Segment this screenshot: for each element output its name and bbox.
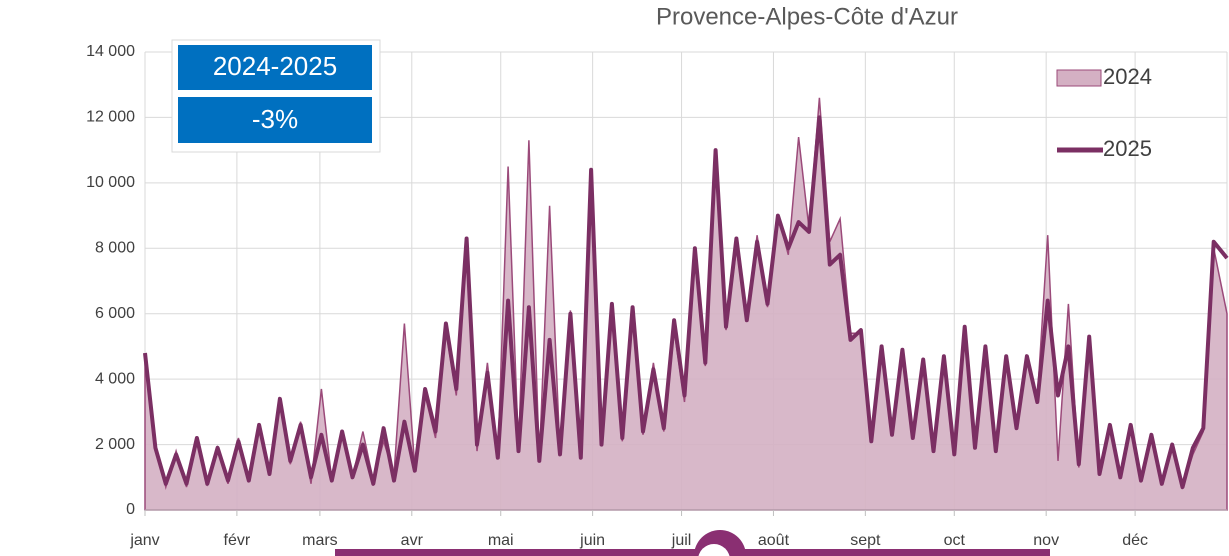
plot: [143, 97, 1229, 511]
y-tick-label: 0: [126, 501, 135, 518]
x-tick-label: janv: [129, 532, 159, 549]
legend-swatch: [1056, 69, 1102, 87]
y-tick-label: 2 000: [95, 436, 135, 453]
footer-band: [335, 549, 1050, 556]
x-tick-label: déc: [1122, 532, 1148, 549]
x-tick-label: mai: [488, 532, 514, 549]
annotation-box: [178, 45, 372, 90]
x-tick-label: oct: [944, 532, 966, 549]
x-tick-label: juil: [671, 532, 692, 549]
axes: 0 2 000 4 000 6 000 8 000 10 000 12 000 14 000 j…: [86, 43, 1227, 549]
annotation-box: [178, 97, 372, 143]
x-tick-label: avr: [401, 532, 424, 549]
annotation: 2024-2025: [213, 51, 337, 81]
legend: 2024 2025: [1056, 64, 1152, 161]
annotation: -3%: [252, 104, 298, 134]
x-tick-label: févr: [224, 532, 251, 549]
legend-label: 2024: [1103, 64, 1152, 89]
y-tick-label: 4 000: [95, 370, 135, 387]
y-tick-label: 6 000: [95, 305, 135, 322]
y-tick-label: 8 000: [95, 240, 135, 257]
y-tick-label: 14 000: [86, 43, 135, 60]
legend-label: 2025: [1103, 136, 1152, 161]
x-tick-label: août: [758, 532, 790, 549]
x-tick-label: mars: [302, 532, 338, 549]
x-tick-label: sept: [850, 532, 881, 549]
y-tick-label: 10 000: [86, 174, 135, 191]
x-tick-label: nov: [1033, 532, 1059, 549]
x-tick-label: juin: [579, 532, 605, 549]
chart-title: Provence-Alpes-Côte d'Azur: [656, 3, 958, 30]
y-tick-label: 12 000: [86, 109, 135, 126]
footer-logo: [698, 544, 730, 556]
area: [144, 97, 1228, 511]
line: [143, 115, 1229, 490]
